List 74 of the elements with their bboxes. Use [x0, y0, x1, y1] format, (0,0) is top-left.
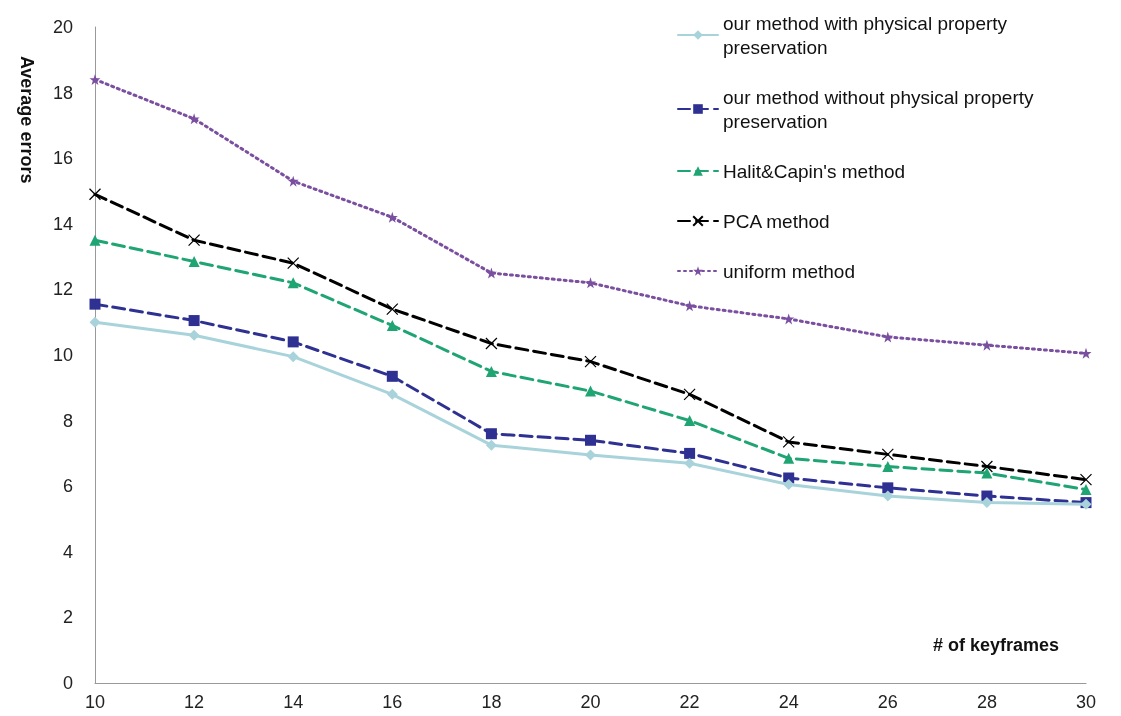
point: [485, 439, 497, 451]
x-tick-label: 22: [679, 692, 700, 712]
point: [683, 388, 696, 401]
y-tick-label: 4: [62, 541, 73, 562]
x-tick-label: 28: [976, 692, 997, 712]
point: [287, 257, 300, 270]
point: [981, 339, 993, 351]
point: [88, 188, 102, 201]
point: [585, 434, 596, 446]
y-axis-title: Average errors: [17, 56, 37, 184]
point: [585, 385, 596, 397]
point: [981, 467, 993, 479]
y-tick-label: 14: [52, 213, 73, 234]
point: [882, 482, 894, 494]
point: [89, 234, 101, 246]
x-tick-label: 10: [84, 692, 106, 712]
x-tick-label: 14: [283, 692, 304, 712]
x-tick-label: 20: [580, 692, 601, 712]
point: [386, 388, 398, 400]
legend-label: our method without physical property preservation: [723, 86, 1039, 132]
point: [386, 370, 398, 382]
point: [485, 428, 497, 440]
y-tick-label: 6: [62, 476, 73, 497]
point: [89, 73, 101, 85]
point: [485, 267, 497, 279]
point: [89, 316, 101, 328]
legend-label: uniform method: [723, 260, 856, 282]
y-tick-label: 16: [52, 148, 73, 169]
x-tick-label: 12: [184, 692, 205, 712]
point: [584, 355, 597, 368]
y-tick-label: 2: [62, 607, 73, 628]
point: [188, 256, 200, 268]
point: [585, 449, 596, 461]
point: [386, 319, 398, 331]
point: [287, 336, 299, 348]
y-tick-label: 20: [52, 17, 73, 37]
legend-label: Halit&Capin's method: [723, 160, 906, 182]
x-tick-label: 18: [481, 692, 502, 712]
point: [89, 298, 101, 310]
point: [485, 337, 498, 350]
y-tick-label: 10: [52, 345, 73, 365]
x-tick-label: 24: [778, 692, 799, 712]
legend-label: PCA method: [723, 210, 830, 232]
point: [287, 351, 299, 363]
point: [882, 461, 894, 473]
point: [684, 457, 696, 469]
point: [684, 415, 696, 427]
point: [980, 460, 993, 473]
point: [981, 497, 993, 509]
point: [782, 435, 795, 449]
point: [188, 234, 201, 247]
point: [287, 175, 299, 187]
point: [386, 302, 399, 316]
point: [684, 300, 696, 312]
point: [485, 365, 497, 377]
x-axis-title: # of keyframes: [932, 635, 1060, 655]
y-tick-label: 18: [52, 82, 73, 103]
point: [783, 452, 795, 464]
point: [881, 448, 894, 461]
point: [684, 447, 696, 459]
x-tick-label: 30: [1075, 692, 1097, 712]
legend-label: our method with physical property preservation: [723, 12, 1013, 58]
x-tick-label: 26: [877, 692, 898, 712]
x-tick-label: 16: [382, 692, 403, 712]
point: [188, 315, 200, 327]
point: [585, 277, 596, 289]
point: [1079, 473, 1093, 486]
point: [188, 329, 200, 341]
point: [783, 479, 795, 491]
point: [1080, 483, 1092, 495]
y-tick-label: 8: [62, 410, 73, 431]
y-tick-label: 12: [52, 279, 73, 300]
point: [287, 277, 299, 289]
y-tick-label: 0: [62, 673, 73, 693]
